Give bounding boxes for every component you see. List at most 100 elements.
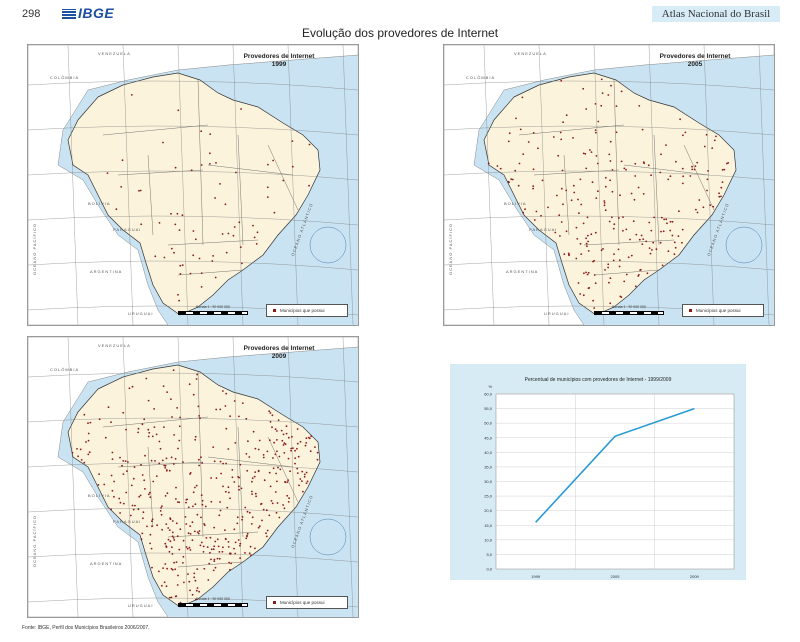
municipality-dot [521,96,524,99]
municipality-dot [283,442,286,444]
municipality-dot [510,178,513,181]
municipality-dot [245,537,248,540]
municipality-dot [691,165,693,168]
municipality-dot [215,162,217,164]
municipality-dot [283,452,286,454]
island-inset-circle [725,226,763,264]
municipality-dot [132,477,135,480]
municipality-dot [179,416,182,419]
municipality-dot [241,262,243,265]
municipality-dot [125,428,127,431]
municipality-dot [227,546,230,548]
municipality-dot [286,494,289,497]
municipality-dot [576,238,579,240]
y-axis-label: % [488,384,492,389]
municipality-dot [603,204,606,207]
municipality-dot [182,539,185,542]
municipality-dot [125,491,128,494]
municipality-dot [164,495,167,497]
municipality-dot [244,552,246,554]
municipality-dot [682,182,684,185]
municipality-dot [150,547,153,550]
municipality-dot [305,471,308,474]
municipality-dot [134,504,136,507]
municipality-dot [194,238,197,241]
municipality-dot [212,446,215,448]
municipality-dot [188,546,191,549]
municipality-dot [201,503,204,506]
state-border [207,164,294,176]
municipality-dot [151,520,153,523]
municipality-dot [195,484,198,487]
municipality-dot [239,557,242,559]
municipality-dot [193,530,196,533]
municipality-dot [271,502,274,505]
municipality-dot [524,208,526,211]
municipality-dot [87,453,90,456]
municipality-dot [222,390,224,392]
municipality-dot [122,473,125,475]
municipality-dot [128,387,131,390]
state-border [177,561,244,568]
municipality-dot [541,179,544,182]
municipality-dot [79,448,82,451]
graticule-line [122,45,134,325]
municipality-dot [192,491,195,494]
municipality-dot [231,476,234,479]
municipality-dot [217,545,220,548]
municipality-dot [149,496,152,499]
municipality-dot [251,480,253,483]
municipality-dot [266,450,269,453]
municipality-dot [151,566,153,569]
municipality-dot [596,162,599,165]
state-border [267,144,299,211]
municipality-dot [213,545,216,548]
municipality-dot [487,162,490,165]
municipality-dot [185,501,187,504]
municipality-dot [615,131,618,134]
municipality-dot [262,454,265,456]
municipality-dot [239,542,242,545]
municipality-dot [718,195,721,198]
municipality-dot [609,179,611,182]
municipality-dot [634,285,637,288]
municipality-dot [98,473,100,475]
municipality-dot [194,486,196,489]
municipality-dot [224,405,227,407]
municipality-dot [236,516,239,519]
municipality-dot [278,455,281,458]
municipality-dot [595,131,597,134]
municipality-dot [89,421,92,424]
municipality-dot [139,189,142,192]
municipality-dot [634,175,637,177]
municipality-dot [149,533,152,536]
municipality-dot [669,229,672,232]
x-tick-label: 2009 [690,574,700,579]
ibge-logo-text: IBGE [78,5,115,21]
municipality-dot [691,168,694,171]
municipality-dot [702,206,705,209]
municipality-dot [187,506,190,509]
municipality-dot [573,191,576,194]
municipality-dot [224,537,227,540]
municipality-dot [229,415,232,418]
municipality-dot [190,169,193,172]
municipality-dot [675,160,677,163]
municipality-dot [132,508,135,511]
graticule-line [287,337,299,617]
municipality-dot [77,455,79,458]
municipality-dot [261,519,263,522]
municipality-dot [540,214,542,217]
municipality-dot [244,506,247,509]
municipality-dot [279,468,282,471]
municipality-dot [281,439,284,442]
municipality-dot [171,416,173,418]
municipality-dot [219,460,222,463]
state-border [117,169,204,176]
municipality-dot [172,463,175,465]
municipality-dot [229,497,231,500]
municipality-dot [257,526,260,529]
municipality-dot [706,178,709,181]
municipality-dot [185,523,188,525]
municipality-dot [201,462,204,464]
